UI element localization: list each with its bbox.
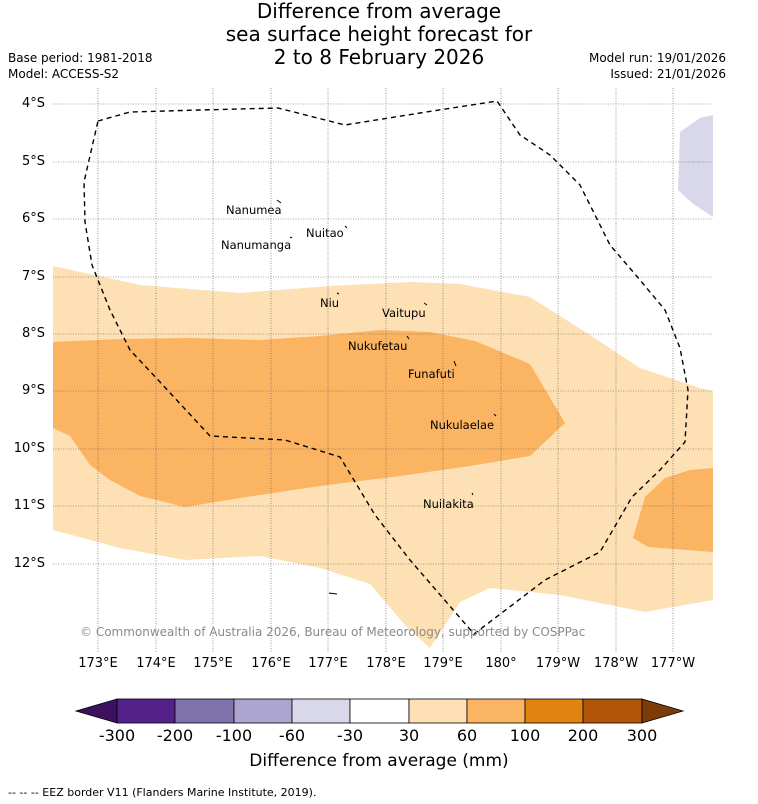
colorbar-segment-2: [174, 698, 235, 724]
lon-label: 180°: [485, 656, 517, 671]
colorbar-segment-8: [524, 698, 584, 724]
title-line-1: Difference from average: [256, 0, 502, 23]
island-niu: [336, 292, 340, 295]
colorbar-tick: 100: [509, 726, 541, 745]
colorbar-segment-9: [582, 698, 643, 724]
colorbar-segment-3: [233, 698, 293, 724]
anomaly-negative-region: [678, 115, 713, 217]
lon-label: 177°W: [650, 656, 696, 671]
lon-label: 179°W: [535, 656, 581, 671]
lon-label: 178°W: [593, 656, 639, 671]
island-nuitao: [344, 225, 348, 229]
latitude-gridlines: [53, 103, 713, 565]
lon-label: 176°E: [251, 656, 291, 671]
lat-label: 4°S: [21, 96, 45, 111]
island-vaitupu: [423, 302, 428, 306]
colorbar-tick: 300: [626, 726, 658, 745]
colorbar: [74, 698, 685, 724]
colorbar-tick: 30: [398, 726, 420, 745]
lon-label: 178°E: [366, 656, 406, 671]
eez-legend-footer: -- -- -- EEZ border V11 (Flanders Marine…: [8, 786, 317, 799]
place-label-nanumanga: Nanumanga: [221, 238, 292, 252]
place-label-nuilakita: Nuilakita: [423, 497, 474, 511]
longitude-gridlines: [97, 88, 674, 652]
island-funafuti: [453, 360, 457, 367]
place-label-funafuti: Funafuti: [408, 367, 455, 381]
lon-label: 177°E: [308, 656, 348, 671]
anomaly-60-100-region-east: [633, 468, 713, 552]
colorbar-segment-7: [466, 698, 526, 724]
island-nanumea: [276, 199, 282, 204]
lon-label: 179°E: [423, 656, 463, 671]
island-nuilakita: [471, 492, 474, 496]
model-name: Model: ACCESS-S2: [8, 67, 120, 81]
eez-border: [83, 100, 689, 635]
colorbar-tick: -200: [156, 726, 194, 745]
lon-label: 173°E: [78, 656, 118, 671]
issued-date: Issued: 21/01/2026: [610, 67, 726, 81]
title-line-3: 2 to 8 February 2026: [273, 45, 485, 69]
lon-label: 174°E: [136, 656, 176, 671]
place-label-nukulaelae: Nukulaelae: [430, 418, 495, 432]
lat-label: 5°S: [21, 154, 45, 169]
island-markers: [276, 199, 497, 595]
lat-label: 11°S: [13, 498, 45, 513]
meta-right: Model run: 19/01/2026 Issued: 21/01/2026: [589, 50, 726, 82]
island-nukufetau: [406, 335, 410, 340]
island-small-south: [328, 592, 338, 595]
colorbar-extend-high: [641, 698, 685, 724]
colorbar-tick: 200: [567, 726, 599, 745]
place-label-niu: Niu: [320, 296, 340, 310]
lat-label: 8°S: [21, 326, 45, 341]
lat-label: 9°S: [21, 383, 45, 398]
title-line-2: sea surface height forecast for: [225, 22, 533, 46]
colorbar-tick: -30: [336, 726, 364, 745]
copyright-notice: © Commonwealth of Australia 2026, Bureau…: [80, 625, 586, 639]
model-run: Model run: 19/01/2026: [588, 51, 726, 65]
lat-label: 12°S: [13, 556, 45, 571]
lon-label: 175°E: [193, 656, 233, 671]
place-label-nanumea: Nanumea: [226, 203, 282, 217]
lat-label: 6°S: [21, 211, 45, 226]
meta-left: Base period: 1981-2018 Model: ACCESS-S2: [8, 50, 153, 82]
lat-label: 7°S: [21, 269, 45, 284]
colorbar-segment-6: [408, 698, 468, 724]
colorbar-segment-4: [291, 698, 351, 724]
colorbar-extend-low: [74, 698, 118, 724]
colorbar-title: Difference from average (mm): [249, 751, 509, 771]
colorbar-segment-1: [116, 698, 176, 724]
colorbar-tick: -300: [98, 726, 136, 745]
base-period: Base period: 1981-2018: [8, 51, 153, 65]
island-nanumanga: [289, 236, 293, 239]
colorbar-tick: -60: [278, 726, 306, 745]
place-label-vaitupu: Vaitupu: [382, 306, 426, 320]
colorbar-tick: -100: [215, 726, 253, 745]
place-label-nukufetau: Nukufetau: [348, 339, 408, 353]
island-nukulaelae: [493, 413, 497, 417]
anomaly-60-100-region-main: [53, 330, 565, 507]
place-label-nuitao: Nuitao: [306, 226, 344, 240]
colorbar-tick: 60: [456, 726, 478, 745]
colorbar-segment-5: [349, 698, 410, 724]
lat-label: 10°S: [13, 441, 45, 456]
